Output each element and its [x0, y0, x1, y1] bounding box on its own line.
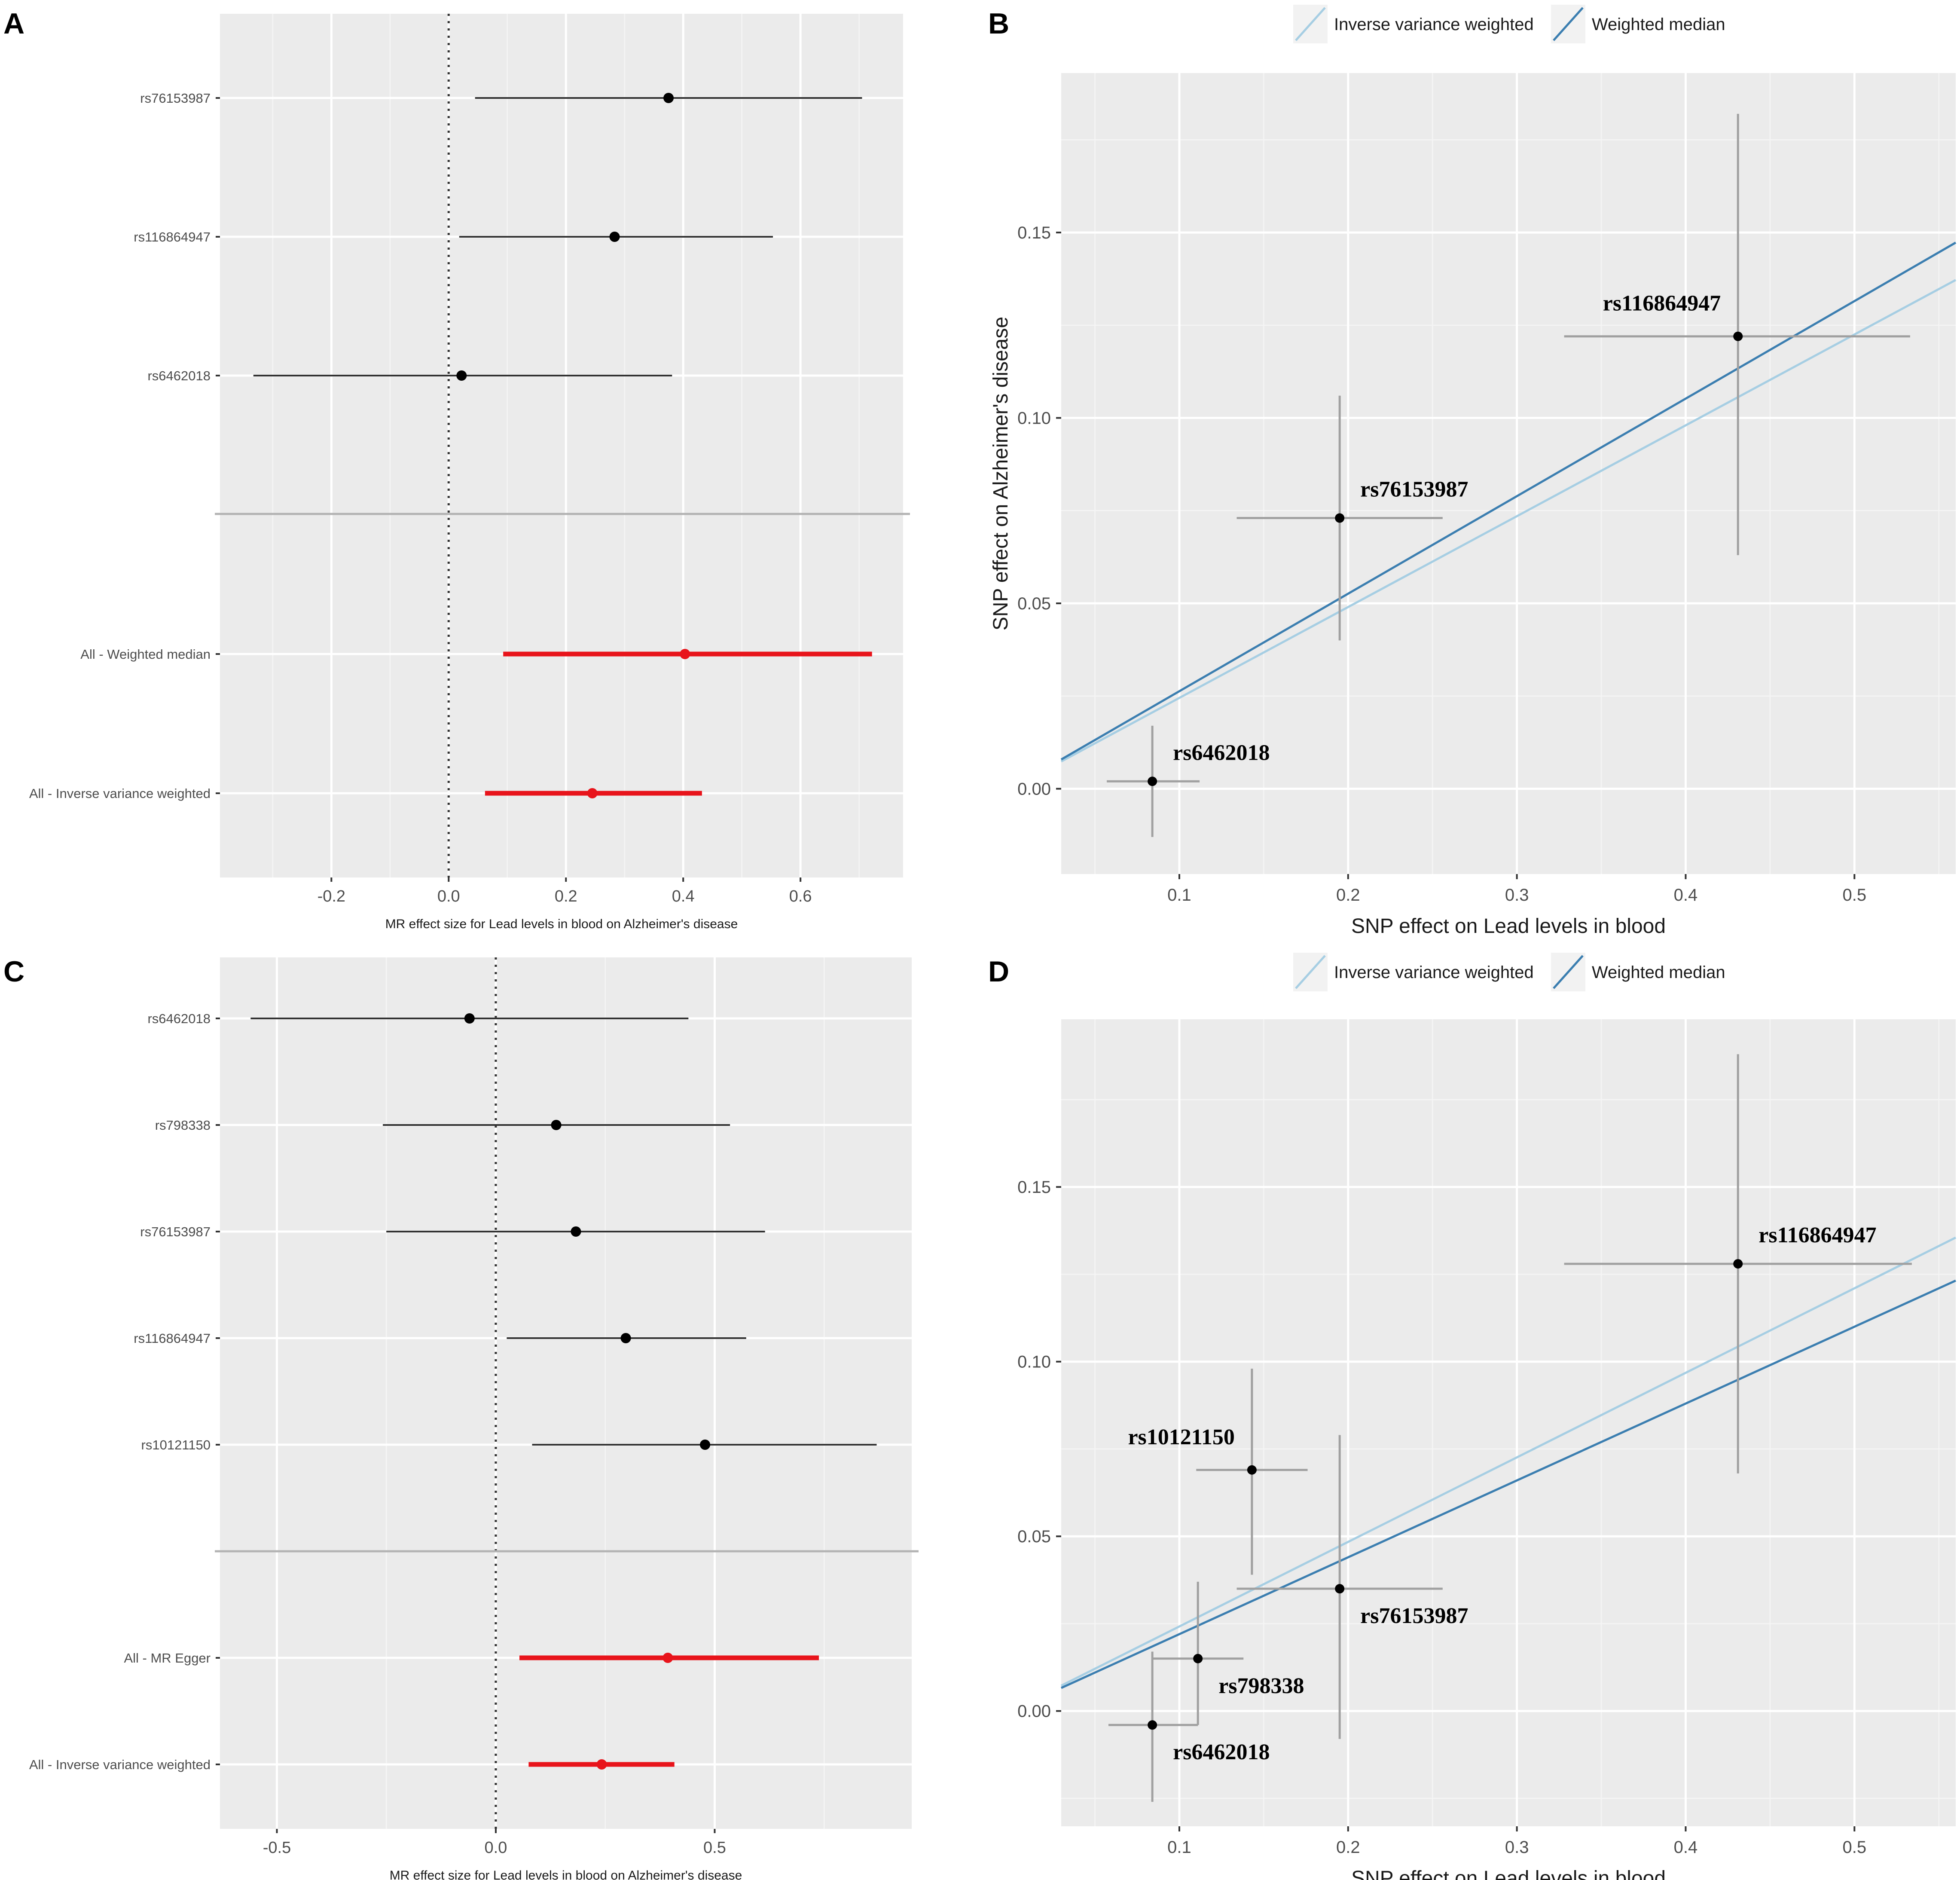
panel-letter-a: A: [3, 7, 24, 40]
x-tick-label: 0.4: [1674, 886, 1698, 905]
legend-label: Inverse variance weighted: [1334, 15, 1534, 34]
legend-key-weighted-median: [1553, 7, 1584, 41]
y-tick-label: 0.10: [1017, 1353, 1051, 1372]
scatter-plot-d: rs116864947 rs10121150 rs76153987 rs798338 r…: [1017, 953, 1957, 1880]
estimate-point: [596, 1759, 607, 1770]
row-label: rs10121150: [141, 1437, 211, 1452]
legend-key-ivw: [1295, 7, 1326, 41]
x-tick-label: 0.5: [1842, 886, 1866, 905]
x-tick-label: 0.4: [672, 887, 695, 905]
x-tick-label: 0.3: [1505, 886, 1529, 905]
x-tick-label: -0.2: [318, 887, 345, 905]
estimate-point: [551, 1120, 562, 1130]
snp-label: rs6462018: [1173, 740, 1270, 765]
panel-letter-d: D: [988, 955, 1009, 988]
snp-label: rs116864947: [1603, 291, 1721, 316]
snp-point: [1335, 513, 1345, 523]
scatter-plot-b: rs116864947 rs76153987 rs6462018 0.1 0.2 0.3 0…: [989, 5, 1957, 938]
row-label: All - Inverse variance weighted: [29, 786, 211, 801]
snp-label: rs116864947: [1759, 1223, 1876, 1247]
snp-label: rs6462018: [1173, 1740, 1270, 1764]
row-label: All - Weighted median: [80, 647, 211, 662]
x-axis-title: SNP effect on Lead levels in blood: [1351, 1867, 1666, 1880]
estimate-point: [620, 1333, 631, 1343]
x-tick-label: 0.2: [1336, 886, 1360, 905]
estimate-point: [609, 232, 620, 242]
row-label: rs798338: [155, 1118, 211, 1133]
panel-letter-c: C: [3, 955, 24, 988]
row-label: rs76153987: [140, 1224, 211, 1239]
estimate-point: [700, 1440, 711, 1450]
x-tick-label: 0.0: [485, 1839, 507, 1857]
y-tick-label: 0.15: [1017, 223, 1051, 242]
legend-label: Weighted median: [1592, 963, 1725, 982]
x-tick-label: 0.6: [789, 887, 812, 905]
snp-point: [1193, 1654, 1203, 1663]
x-tick-label: 0.5: [703, 1839, 726, 1857]
snp-label: rs76153987: [1360, 1604, 1468, 1628]
forest-plot-c: rs6462018 rs798338 rs76153987 rs116864947 rs…: [29, 957, 919, 1880]
estimate-point: [571, 1226, 581, 1237]
estimate-point: [662, 1653, 673, 1663]
x-tick-label: 0.5: [1842, 1838, 1866, 1857]
estimate-point: [663, 93, 674, 103]
estimate-point: [456, 370, 467, 381]
estimate-point: [587, 788, 598, 798]
snp-point: [1148, 776, 1157, 786]
snp-label: rs76153987: [1360, 477, 1468, 502]
y-tick-label: 0.00: [1017, 1702, 1051, 1721]
snp-label: rs10121150: [1128, 1425, 1234, 1449]
x-tick-label: -0.5: [263, 1839, 291, 1857]
panel-letter-b: B: [988, 7, 1009, 40]
plot-panel: [220, 14, 903, 877]
weighted-median-regression-line: [1060, 1279, 1957, 1689]
legend-key-weighted-median: [1553, 955, 1584, 989]
y-tick-label: 0.10: [1017, 409, 1051, 428]
snp-point: [1247, 1465, 1257, 1475]
legend-key-ivw: [1295, 955, 1326, 989]
row-label: rs76153987: [140, 91, 211, 106]
x-tick-label: 0.3: [1505, 1838, 1529, 1857]
weighted-median-regression-line: [1060, 241, 1957, 761]
x-axis-title: MR effect size for Lead levels in blood …: [385, 917, 738, 931]
snp-point: [1148, 1720, 1157, 1730]
ivw-regression-line: [1060, 279, 1957, 763]
x-tick-label: 0.1: [1167, 886, 1191, 905]
y-tick-label: 0.00: [1017, 780, 1051, 799]
row-label: rs6462018: [147, 368, 211, 383]
plot-panel: [220, 957, 912, 1829]
plot-panel: [1061, 73, 1956, 874]
x-tick-label: 0.0: [437, 887, 460, 905]
forest-plot-a: rs76153987 rs116864947 rs6462018 All - Weig…: [29, 14, 910, 931]
estimate-point: [680, 649, 690, 659]
x-axis-title: MR effect size for Lead levels in blood …: [390, 1868, 742, 1880]
y-axis-title: SNP effect on Alzheimer's disease: [989, 317, 1012, 630]
ivw-regression-line: [1060, 1236, 1957, 1687]
row-label: rs116864947: [134, 229, 211, 245]
legend-label: Weighted median: [1592, 15, 1725, 34]
plot-panel: [1061, 1019, 1956, 1826]
y-tick-label: 0.15: [1017, 1178, 1051, 1197]
row-label: rs6462018: [147, 1011, 211, 1026]
estimate-point: [464, 1013, 475, 1024]
snp-point: [1733, 1259, 1743, 1269]
snp-point: [1733, 331, 1743, 341]
x-axis-title: SNP effect on Lead levels in blood: [1351, 915, 1666, 938]
row-label: All - Inverse variance weighted: [29, 1757, 211, 1772]
y-tick-label: 0.05: [1017, 1527, 1051, 1546]
x-tick-label: 0.4: [1674, 1838, 1698, 1857]
y-tick-label: 0.05: [1017, 594, 1051, 613]
row-label: rs116864947: [134, 1331, 211, 1346]
x-tick-label: 0.2: [555, 887, 577, 905]
snp-label: rs798338: [1218, 1674, 1304, 1698]
x-tick-label: 0.1: [1167, 1838, 1191, 1857]
snp-point: [1335, 1584, 1345, 1594]
legend-label: Inverse variance weighted: [1334, 963, 1534, 982]
x-tick-label: 0.2: [1336, 1838, 1360, 1857]
row-label: All - MR Egger: [124, 1651, 211, 1666]
